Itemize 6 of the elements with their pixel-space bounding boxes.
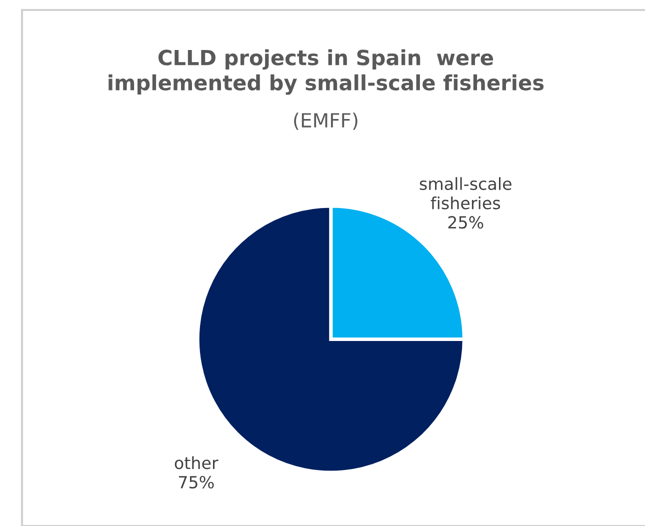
data-label: 75%: [178, 476, 214, 488]
data-label: 25%: [448, 216, 484, 229]
slice-label: small-scale fisheries: [420, 177, 512, 210]
chart-title: CLLD projects in Spain were implemented by small-scale fisheries: [108, 49, 544, 95]
chart-subtitle: (EMFF): [294, 112, 358, 130]
slice-label: other: [174, 456, 218, 470]
